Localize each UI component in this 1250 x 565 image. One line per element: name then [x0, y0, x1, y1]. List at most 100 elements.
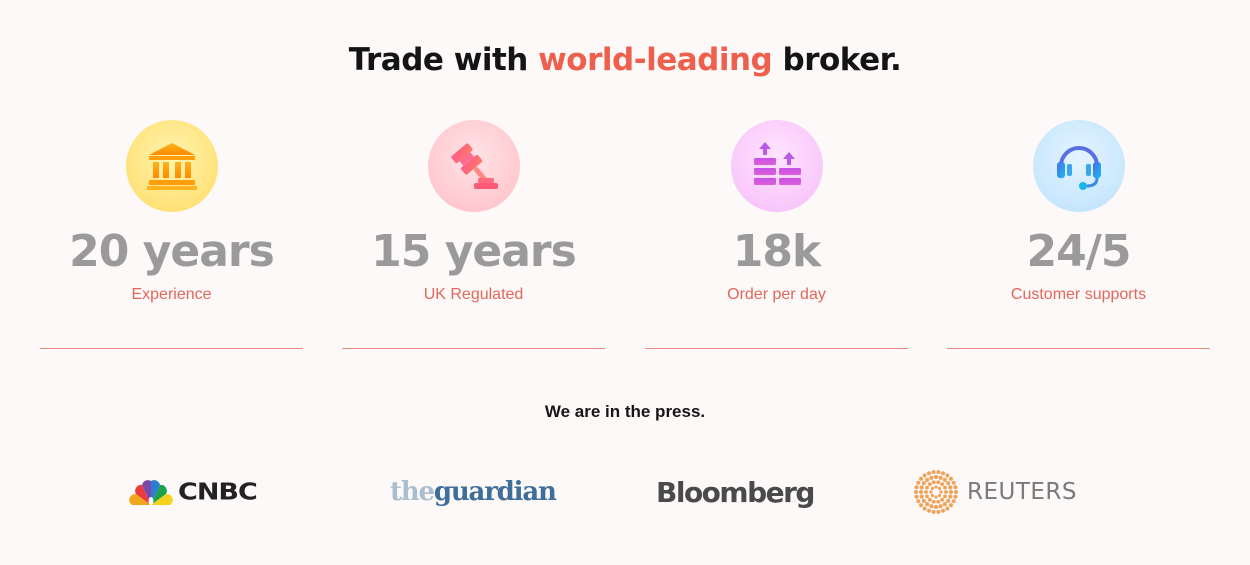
- reuters-dot: [938, 475, 943, 480]
- headline-start: Trade with: [348, 42, 539, 78]
- reuters-dot: [926, 471, 931, 476]
- reuters-dot: [931, 480, 936, 485]
- stat-support: 24/5 Customer supports: [947, 120, 1210, 349]
- guardian-logo[interactable]: theguardian: [390, 470, 557, 514]
- stat-experience: 20 years Experience: [40, 120, 303, 349]
- stat-value: 24/5: [1026, 226, 1132, 277]
- reuters-dot: [927, 497, 932, 502]
- reuters-dot: [931, 470, 936, 475]
- stat-value: 15 years: [371, 226, 577, 277]
- divider: [40, 348, 303, 349]
- reuters-dot: [945, 473, 950, 478]
- peacock-icon: [129, 480, 173, 505]
- bloomberg-wordmark: Bloomberg: [656, 475, 815, 509]
- reuters-dot: [933, 504, 939, 510]
- reuters-dot: [951, 480, 956, 485]
- reuters-dot: [929, 504, 934, 509]
- bloomberg-logo[interactable]: Bloomberg: [656, 470, 815, 514]
- reuters-dot: [938, 504, 943, 509]
- cnbc-logo[interactable]: CNBC: [128, 470, 258, 514]
- press-title: We are in the press.: [544, 402, 706, 421]
- reuters-dot: [921, 498, 926, 503]
- guardian-wordmark: theguardian: [390, 477, 557, 507]
- reuters-dot: [919, 485, 924, 490]
- orders-icon-circle: [730, 120, 823, 212]
- reuters-dot: [914, 490, 918, 494]
- reuters-dot: [924, 490, 928, 494]
- divider: [947, 348, 1210, 349]
- reuters-dot: [936, 499, 941, 504]
- reuters-dot: [942, 477, 947, 482]
- headline-end: broker.: [772, 42, 902, 78]
- reuters-dot: [921, 481, 926, 486]
- headline-accent: world-leading: [538, 42, 773, 78]
- reuters-dot: [930, 486, 935, 491]
- reuters-dot: [914, 494, 919, 499]
- reuters-logo[interactable]: REUTERS: [913, 470, 1077, 514]
- orders-icon: [753, 142, 801, 185]
- reuters-dot: [939, 490, 943, 494]
- reuters-dot: [925, 477, 930, 482]
- reuters-dot: [940, 497, 945, 502]
- reuters-dot: [916, 499, 921, 504]
- reuters-dot: [936, 480, 941, 485]
- reuters-dot: [927, 482, 932, 487]
- page-title: Trade with world-leading broker.: [0, 38, 1250, 82]
- divider: [342, 348, 605, 349]
- reuters-dot: [953, 485, 958, 490]
- reuters-dot: [937, 486, 942, 491]
- stat-value: 20 years: [69, 226, 275, 277]
- reuters-dot: [918, 489, 924, 495]
- stat-value: 18k: [732, 226, 822, 277]
- reuters-dots-icon: [914, 470, 958, 514]
- reuters-dot: [948, 503, 953, 508]
- reuters-dot: [945, 506, 950, 511]
- reuters-dot: [919, 494, 924, 499]
- reuters-dot: [922, 473, 927, 478]
- bank-icon-circle: [125, 120, 218, 212]
- reuters-dot: [936, 470, 941, 475]
- reuters-dot: [914, 485, 919, 490]
- headset-icon: [1056, 146, 1101, 190]
- reuters-dot: [944, 490, 948, 494]
- reuters-dot: [933, 474, 939, 480]
- reuters-dot: [916, 480, 921, 485]
- reuters-dot: [925, 485, 929, 490]
- reuters-wordmark: REUTERS: [967, 479, 1078, 505]
- cnbc-wordmark: CNBC: [178, 478, 258, 506]
- stat-label: UK Regulated: [423, 286, 524, 303]
- reuters-dot: [931, 509, 936, 514]
- reuters-dot: [943, 485, 947, 490]
- reuters-dot: [941, 471, 946, 476]
- reuters-dot: [953, 494, 958, 499]
- reuters-dot: [951, 499, 956, 504]
- reuters-dot: [948, 485, 953, 490]
- headset-icon-circle: [1032, 120, 1125, 212]
- reuters-dot: [948, 489, 954, 495]
- reuters-dot: [937, 493, 942, 498]
- reuters-dot: [934, 495, 938, 499]
- reuters-dot: [946, 498, 951, 503]
- reuters-dot: [936, 509, 941, 514]
- reuters-dot: [919, 503, 924, 508]
- reuters-dot: [926, 508, 931, 513]
- stat-label: Experience: [131, 286, 212, 303]
- reuters-dot: [931, 499, 936, 504]
- reuters-dot: [919, 476, 924, 481]
- gavel-icon-circle: [427, 120, 520, 212]
- reuters-dot: [934, 485, 938, 489]
- reuters-dot: [942, 502, 947, 507]
- bank-icon: [146, 143, 197, 190]
- reuters-dot: [943, 494, 947, 499]
- reuters-dot: [940, 482, 945, 487]
- reuters-dot: [948, 494, 953, 499]
- stat-label: Customer supports: [1010, 286, 1147, 303]
- gavel-icon: [450, 143, 498, 189]
- reuters-dot: [922, 506, 927, 511]
- reuters-dot: [925, 502, 930, 507]
- reuters-dot: [948, 476, 953, 481]
- reuters-dot: [930, 493, 935, 498]
- divider: [645, 348, 908, 349]
- reuters-dot: [929, 490, 933, 494]
- reuters-dot: [929, 475, 934, 480]
